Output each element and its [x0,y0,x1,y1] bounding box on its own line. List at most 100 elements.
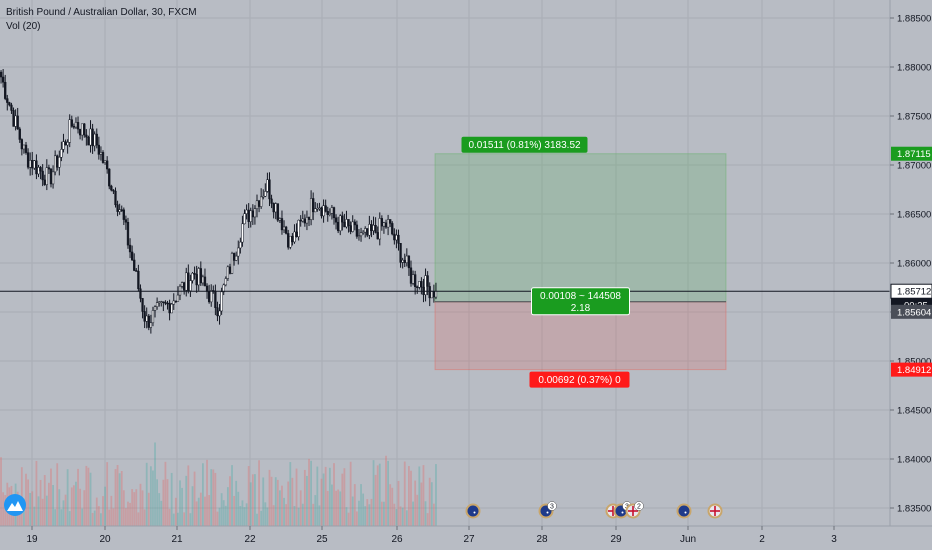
symbol-title[interactable]: British Pound / Australian Dollar, 30, F… [6,7,197,18]
price-tick-label: 1.87000 [897,161,931,172]
volume-bar [102,496,104,526]
candle-body [147,315,150,328]
candle-body [58,156,61,168]
candle-body [151,310,155,324]
volume-bar [23,498,25,526]
candle-body [407,255,411,269]
volume-bar [166,479,169,526]
candle-body [359,232,363,237]
price-tag-target [891,146,932,161]
candle-body [384,222,388,228]
volume-bar [333,463,335,526]
volume-bar [268,469,271,526]
candle-body [260,196,263,207]
candle-body [197,268,200,286]
volume-bar [72,485,75,526]
volume-bar [222,500,225,526]
volume-bar [43,475,46,526]
volume-bar [241,500,244,526]
candle-body [56,155,59,168]
candle-body [382,222,386,227]
candle-body [118,209,121,212]
volume-bar [383,501,385,526]
candlesticks [0,69,438,334]
volume-bar [108,509,111,526]
candle-body [428,286,431,299]
candle-body [6,98,9,103]
entry-label-line2: 2.18 [571,303,591,314]
candle-body [424,275,427,295]
candle-body [74,122,78,128]
volume-bar [387,460,389,526]
volume-indicator-label[interactable]: Vol (20) [6,21,41,32]
volume-bar [358,500,360,526]
candle-body [183,282,186,291]
candle-body [101,152,105,163]
volume-bar [287,481,290,526]
volume-bar [56,463,59,526]
candle-body [18,128,21,140]
time-tick-label: 19 [26,534,38,545]
volume-bar [393,503,396,526]
volume-bar [214,472,217,526]
volume-bar [66,469,69,526]
volume-bar [77,468,79,526]
volume-bar [235,480,238,526]
price-tick-label: 1.88500 [897,14,931,25]
candle-body [143,311,146,322]
candle-body [245,209,248,214]
event-count-label: 3 [550,504,554,511]
volume-bar [124,508,127,526]
volume-bar [299,490,302,526]
volume-bar [326,490,329,526]
profit-zone[interactable] [434,153,727,303]
volume-bar [260,510,263,526]
volume-bar [224,505,227,526]
position-zones[interactable] [434,153,727,371]
candle-body [343,221,346,228]
candle-body [33,160,36,169]
volume-bar [122,490,125,526]
volume-bar [135,489,138,526]
volume-bar [201,463,204,526]
volume-bar [162,479,165,526]
candle-body [89,128,92,146]
candle-body [416,286,419,288]
volume-bar [335,490,337,526]
volume-bar [81,508,84,526]
stop-label: 0.00692 (0.37%) 0 [538,375,621,386]
brand-logo-icon[interactable] [4,494,26,516]
volume-bar [127,501,129,526]
volume-bar [283,497,285,526]
candle-body [60,149,63,158]
volume-bar [193,471,196,526]
volume-bar [422,465,425,526]
candle-body [316,208,319,210]
price-tag-label-target: 1.87115 [897,149,931,160]
candle-body [210,290,213,303]
candle-body [145,315,148,322]
candle-body [430,291,433,299]
candle-body [166,302,169,305]
volume-bar [416,494,419,526]
price-axis[interactable]: 1.88500 1.88000 1.87500 1.87000 1.86500 1.860… [889,0,932,550]
candle-body [345,219,348,228]
time-tick-label: 25 [316,534,328,545]
volume-bar [158,493,161,526]
candle-body [41,170,44,181]
volume-bar [337,489,340,526]
volume-bar [189,513,192,526]
time-axis[interactable]: 19 20 21 22 25 26 27 28 29 Jun 2 3 [0,525,932,550]
candle-body [393,233,396,241]
candle-body [4,81,7,99]
candle-body [434,290,438,298]
volume-bar [27,479,29,526]
volume-bar [62,500,65,526]
volume-bar [233,495,236,526]
candle-body [78,128,82,136]
event-markers[interactable]: 332 [465,501,723,519]
candle-body [85,134,88,138]
candle-body [168,302,171,314]
